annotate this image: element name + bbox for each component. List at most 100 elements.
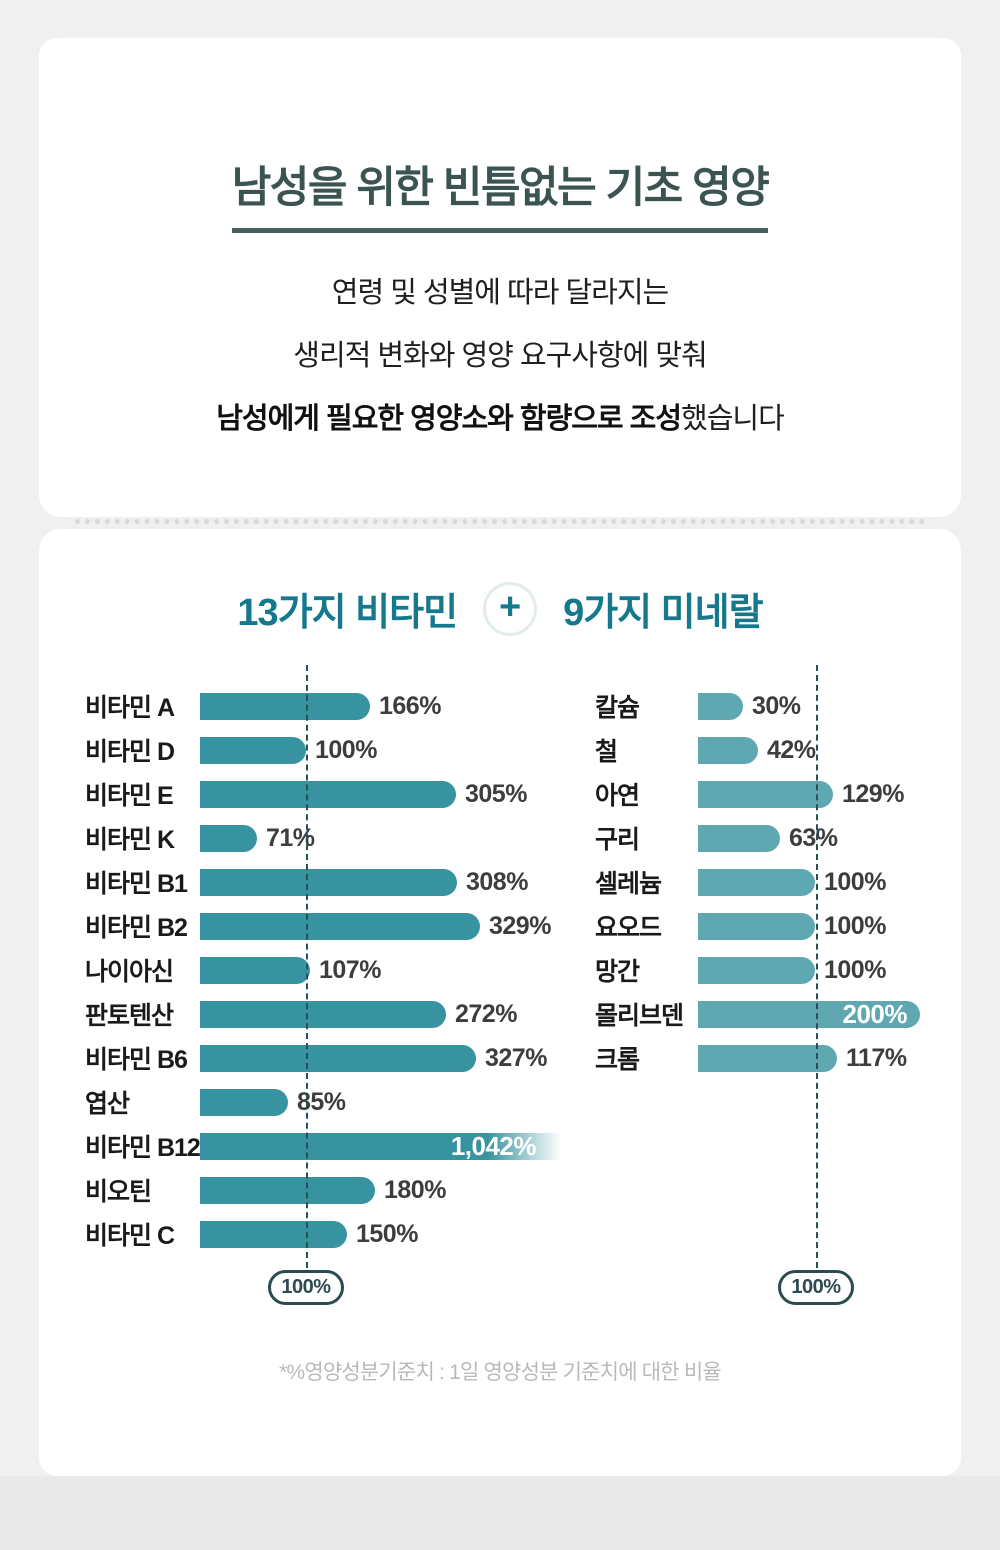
bar-value: 327% (485, 1043, 547, 1072)
bar-row: 비타민 B12 1,042% (85, 1124, 568, 1168)
bar-category-label: 비타민 B1 (85, 870, 188, 898)
bar (698, 912, 815, 940)
bar-category-label: 구리 (595, 826, 640, 854)
bar-row: 비타민 K 71% (85, 816, 565, 860)
bar (200, 824, 257, 852)
bar (698, 956, 815, 984)
bar (698, 824, 780, 852)
bar-row: 구리 63% (595, 816, 975, 860)
bar-category-label: 판토텐산 (85, 1002, 174, 1030)
bar-row: 비오틴 180% (85, 1168, 565, 1212)
mineral-100pct-badge: 100% (778, 1270, 854, 1305)
bar-category-label: 칼슘 (595, 694, 640, 722)
bar-category-label: 비타민 B12 (85, 1134, 201, 1162)
bar-value: 100% (824, 867, 886, 896)
bar-category-label: 비타민 K (85, 826, 175, 854)
bar-category-label: 아연 (595, 782, 640, 810)
bar: 1,042% (200, 1130, 568, 1161)
bar-value: 305% (465, 779, 527, 808)
intro-text: 연령 및 성별에 따라 달라지는 생리적 변화와 영양 요구사항에 맞춰 남성에… (39, 262, 961, 451)
page-title: 남성을 위한 빈틈없는 기초 영양 (231, 153, 770, 233)
bar-category-label: 비타민 C (85, 1222, 175, 1250)
bar-value: 150% (356, 1219, 418, 1248)
bar-row: 철 42% (595, 728, 975, 772)
bar (698, 780, 833, 808)
intro-line-3-bold: 남성에게 필요한 영양소와 함량으로 조성 (216, 403, 682, 435)
intro-card: 남성을 위한 빈틈없는 기초 영양 연령 및 성별에 따라 달라지는 생리적 변… (39, 38, 961, 517)
bar (200, 780, 456, 808)
bar-category-label: 크롬 (595, 1046, 640, 1074)
bar-category-label: 비타민 B6 (85, 1046, 188, 1074)
bar (200, 1176, 375, 1204)
bar-category-label: 비타민 B2 (85, 914, 188, 942)
bar-category-label: 요오드 (595, 914, 662, 942)
footnote: *%영양성분기준치 : 1일 영양성분 기준치에 대한 비율 (279, 1361, 722, 1384)
vitamin-header-label: 13가지 비타민 (237, 592, 458, 634)
vitamin-100pct-guide-line (306, 665, 308, 1268)
bar-category-label: 비타민 D (85, 738, 175, 766)
bar (698, 868, 815, 896)
bar (200, 956, 310, 984)
bar-value: 107% (319, 955, 381, 984)
bar-row: 아연 129% (595, 772, 975, 816)
bar-category-label: 엽산 (85, 1090, 130, 1118)
bar-value: 180% (384, 1175, 446, 1204)
bar (200, 692, 370, 720)
bar-value: 200% (842, 998, 908, 1029)
bar-row: 칼슘 30% (595, 684, 975, 728)
bar-value: 63% (789, 823, 838, 852)
bar (200, 868, 457, 896)
bar-row: 비타민 C 150% (85, 1212, 565, 1256)
bar-value: 272% (455, 999, 517, 1028)
bar-value: 85% (297, 1087, 346, 1116)
bar-value: 129% (842, 779, 904, 808)
bar (200, 736, 306, 764)
mineral-header-label: 9가지 미네랄 (563, 592, 763, 634)
bar-value: 100% (824, 911, 886, 940)
bar-value: 100% (315, 735, 377, 764)
bar-category-label: 나이아신 (85, 958, 174, 986)
page-bottom-strip (0, 1476, 1000, 1550)
mineral-100pct-guide-line (816, 665, 818, 1268)
bar-row: 비타민 D 100% (85, 728, 565, 772)
bar-value: 308% (466, 867, 528, 896)
bar (200, 1044, 476, 1072)
bar-row: 셀레늄 100% (595, 860, 975, 904)
bar-category-label: 비오틴 (85, 1178, 152, 1206)
bar (200, 1088, 288, 1116)
bar-category-label: 셀레늄 (595, 870, 662, 898)
bar-category-label: 몰리브덴 (595, 1002, 684, 1030)
bar (200, 912, 480, 940)
bar-value: 329% (489, 911, 551, 940)
bar-row: 비타민 E 305% (85, 772, 565, 816)
bar-row: 망간 100% (595, 948, 975, 992)
bar (200, 1220, 347, 1248)
bar (698, 736, 758, 764)
bar (698, 692, 743, 720)
bar-value: 100% (824, 955, 886, 984)
bar-row: 몰리브덴 200% (595, 992, 975, 1036)
bar-row: 나이아신 107% (85, 948, 565, 992)
bar-category-label: 망간 (595, 958, 640, 986)
bar-row: 요오드 100% (595, 904, 975, 948)
intro-line-3-tail: 했습니다 (681, 403, 785, 435)
intro-line-2: 생리적 변화와 영양 요구사항에 맞춰 (293, 340, 707, 372)
bar: 200% (698, 998, 920, 1029)
plus-icon: + (483, 581, 538, 636)
title-wrap: 남성을 위한 빈틈없는 기초 영양 (39, 153, 961, 233)
intro-line-1: 연령 및 성별에 따라 달라지는 (331, 277, 669, 309)
vitamin-100pct-badge: 100% (268, 1270, 344, 1305)
bar-row: 비타민 B6 327% (85, 1036, 565, 1080)
bar-category-label: 비타민 E (85, 782, 174, 810)
bar-value: 30% (752, 691, 801, 720)
bar-row: 비타민 A 166% (85, 684, 565, 728)
bar-value: 1,042% (450, 1130, 537, 1161)
vitamin-chart: 100% 비타민 A 166% 비타민 D 100% 비타민 E 305% 비타민 K 71%… (85, 665, 568, 1305)
bar-row: 비타민 B2 329% (85, 904, 565, 948)
bar-value: 42% (767, 735, 816, 764)
perforation-divider (75, 519, 925, 524)
bar-row: 크롬 117% (595, 1036, 975, 1080)
bar-row: 판토텐산 272% (85, 992, 565, 1036)
bar-value: 117% (846, 1043, 907, 1072)
